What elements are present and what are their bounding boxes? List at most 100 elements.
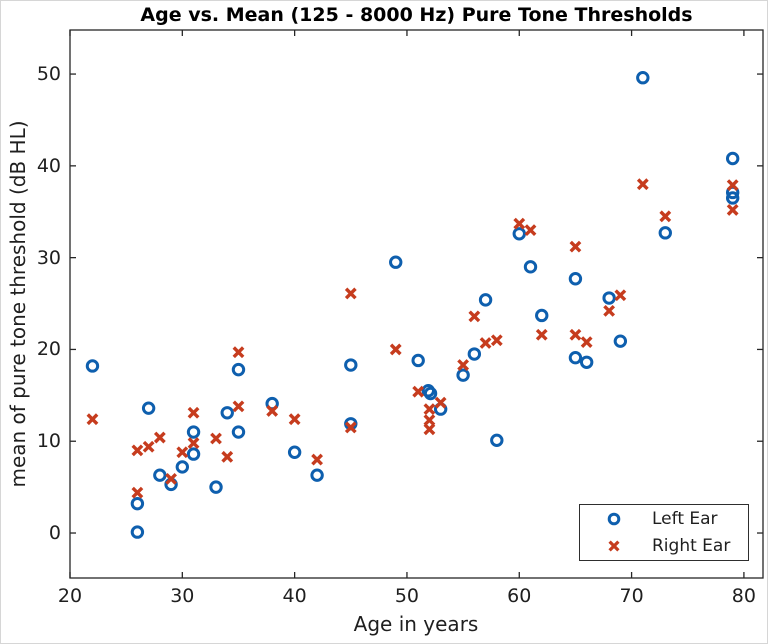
legend-circle-glyph: [607, 513, 621, 526]
right-ear-point: [569, 240, 582, 253]
y-tick-label: 40: [36, 154, 61, 177]
right-ear-point: [457, 359, 470, 371]
right-ear-point: [614, 289, 627, 302]
left-ear-point: [725, 191, 740, 205]
right-ear-point: [288, 413, 301, 426]
x-tick-label: 30: [170, 585, 195, 607]
left-ear-point: [568, 350, 583, 365]
right-ear-point: [423, 414, 436, 427]
right-ear-point: [311, 453, 324, 466]
left-ear-point: [220, 406, 234, 420]
right-ear-point: [153, 431, 166, 444]
legend: Left Ear Right Ear: [579, 504, 749, 561]
right-ear-point: [726, 204, 739, 216]
right-ear-point: [187, 406, 200, 419]
left-ear-point: [478, 293, 493, 307]
right-ear-point: [232, 346, 245, 359]
x-axis-label: Age in years: [353, 612, 479, 636]
right-ear-point: [86, 413, 99, 426]
right-ear-point: [468, 310, 481, 323]
left-ear-point: [613, 334, 628, 348]
left-ear-point: [186, 447, 201, 461]
left-ear-point: [231, 362, 246, 377]
x-tick-label: 20: [57, 585, 83, 607]
left-ear-point: [467, 347, 482, 361]
right-ear-point: [726, 179, 739, 192]
right-ear-point: [569, 328, 582, 341]
left-ear-point: [209, 480, 223, 494]
y-tick-label: 30: [36, 246, 61, 269]
right-ear-point: [142, 440, 155, 453]
left-ear-point: [231, 425, 246, 439]
left-ear-point: [130, 525, 145, 539]
right-ear-x-icon: [608, 540, 620, 552]
left-ear-point: [456, 368, 470, 382]
right-ear-point: [479, 337, 492, 349]
y-tick-label: 0: [48, 522, 61, 545]
left-ear-point: [141, 401, 156, 415]
left-ear-point: [287, 445, 302, 459]
right-ear-point: [423, 403, 436, 416]
y-tick-label: 20: [36, 338, 61, 361]
left-ear-point: [658, 226, 672, 240]
right-ear-point: [636, 178, 649, 191]
right-ear-point: [266, 405, 279, 417]
right-ear-point: [524, 224, 537, 237]
left-ear-point: [579, 355, 594, 369]
left-ear-point: [310, 468, 324, 482]
right-ear-point: [210, 432, 222, 445]
right-ear-point: [232, 400, 245, 413]
left-ear-point: [523, 260, 538, 274]
right-ear-point: [344, 287, 357, 300]
x-tick-label: 60: [507, 585, 532, 607]
left-ear-point: [175, 460, 190, 474]
axes-box: [69, 29, 764, 579]
x-tick-label: 80: [731, 585, 756, 607]
right-ear-point: [535, 328, 548, 341]
left-ear-point: [512, 227, 526, 241]
chart-title: Age vs. Mean (125 - 8000 Hz) Pure Tone T…: [140, 4, 693, 26]
legend-x-glyph: [608, 540, 620, 552]
left-ear-point: [490, 433, 504, 448]
right-ear-point: [603, 304, 616, 317]
left-ear-point: [423, 386, 438, 401]
x-tick-label: 40: [282, 585, 307, 607]
x-tick-label: 70: [619, 585, 644, 607]
right-ear-point: [131, 486, 144, 499]
legend-row-right-ear: Right Ear: [580, 534, 748, 558]
legend-label-right-ear: Right Ear: [652, 535, 731, 556]
y-tick-label: 10: [36, 430, 61, 453]
right-ear-point: [412, 385, 425, 398]
left-ear-point: [725, 151, 740, 166]
right-ear-point: [423, 423, 436, 436]
left-ear-point: [130, 496, 145, 511]
right-ear-point: [176, 446, 189, 459]
right-ear-point: [659, 210, 672, 223]
right-ear-point: [434, 396, 447, 409]
y-tick-label: 50: [36, 63, 61, 86]
left-ear-point: [411, 353, 425, 368]
x-tick-label: 50: [394, 585, 420, 607]
right-ear-point: [187, 437, 200, 449]
left-ear-point: [85, 359, 100, 373]
legend-label-left-ear: Left Ear: [652, 509, 718, 530]
legend-row-left-ear: Left Ear: [580, 507, 748, 531]
right-ear-point: [344, 421, 357, 434]
left-ear-point: [153, 468, 167, 482]
left-ear-point: [535, 308, 549, 323]
left-ear-point: [602, 291, 616, 305]
y-axis-label: mean of pure tone threshold (dB HL): [6, 120, 30, 488]
left-ear-point: [389, 255, 403, 269]
left-ear-point: [344, 358, 358, 372]
left-ear-point: [568, 272, 583, 286]
right-ear-point: [165, 472, 177, 485]
right-ear-point: [580, 336, 593, 348]
right-ear-point: [490, 334, 503, 347]
right-ear-point: [513, 217, 526, 230]
left-ear-point: [186, 425, 201, 439]
right-ear-point: [221, 450, 234, 463]
left-ear-circle-icon: [607, 513, 621, 526]
right-ear-point: [389, 343, 402, 356]
